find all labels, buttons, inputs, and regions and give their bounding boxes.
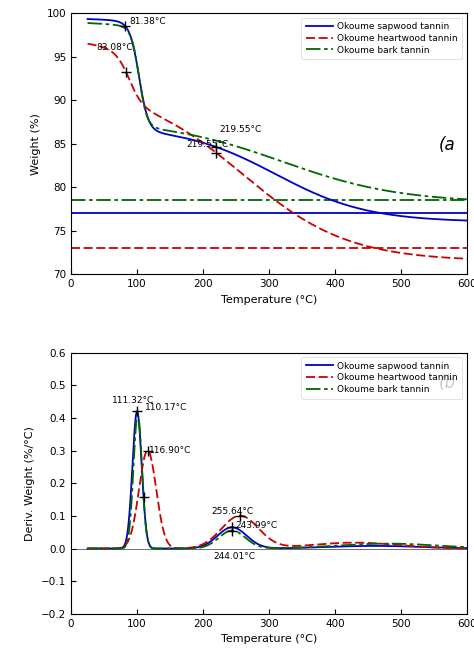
Text: 255.64°C: 255.64°C <box>211 507 254 516</box>
Text: 116.90°C: 116.90°C <box>149 446 191 455</box>
Text: 83.08°C: 83.08°C <box>96 42 133 52</box>
Text: 219.55°C: 219.55°C <box>219 125 262 135</box>
Text: 244.01°C: 244.01°C <box>213 552 255 561</box>
Text: 219.55°C: 219.55°C <box>187 140 229 149</box>
Text: 81.38°C: 81.38°C <box>129 18 166 26</box>
Text: (a: (a <box>439 136 456 154</box>
Legend: Okoume sapwood tannin, Okoume heartwood tannin, Okoume bark tannin: Okoume sapwood tannin, Okoume heartwood … <box>301 18 462 59</box>
X-axis label: Temperature (°C): Temperature (°C) <box>221 634 317 645</box>
Legend: Okoume sapwood tannin, Okoume heartwood tannin, Okoume bark tannin: Okoume sapwood tannin, Okoume heartwood … <box>301 357 462 398</box>
Text: 110.17°C: 110.17°C <box>145 403 187 412</box>
Text: (b: (b <box>439 374 456 392</box>
X-axis label: Temperature (°C): Temperature (°C) <box>221 295 317 305</box>
Text: 111.32°C: 111.32°C <box>112 396 154 406</box>
Y-axis label: Weight (%): Weight (%) <box>31 113 41 174</box>
Y-axis label: Deriv. Weight (%/°C): Deriv. Weight (%/°C) <box>26 426 36 541</box>
Text: 243.99°C: 243.99°C <box>236 521 277 530</box>
